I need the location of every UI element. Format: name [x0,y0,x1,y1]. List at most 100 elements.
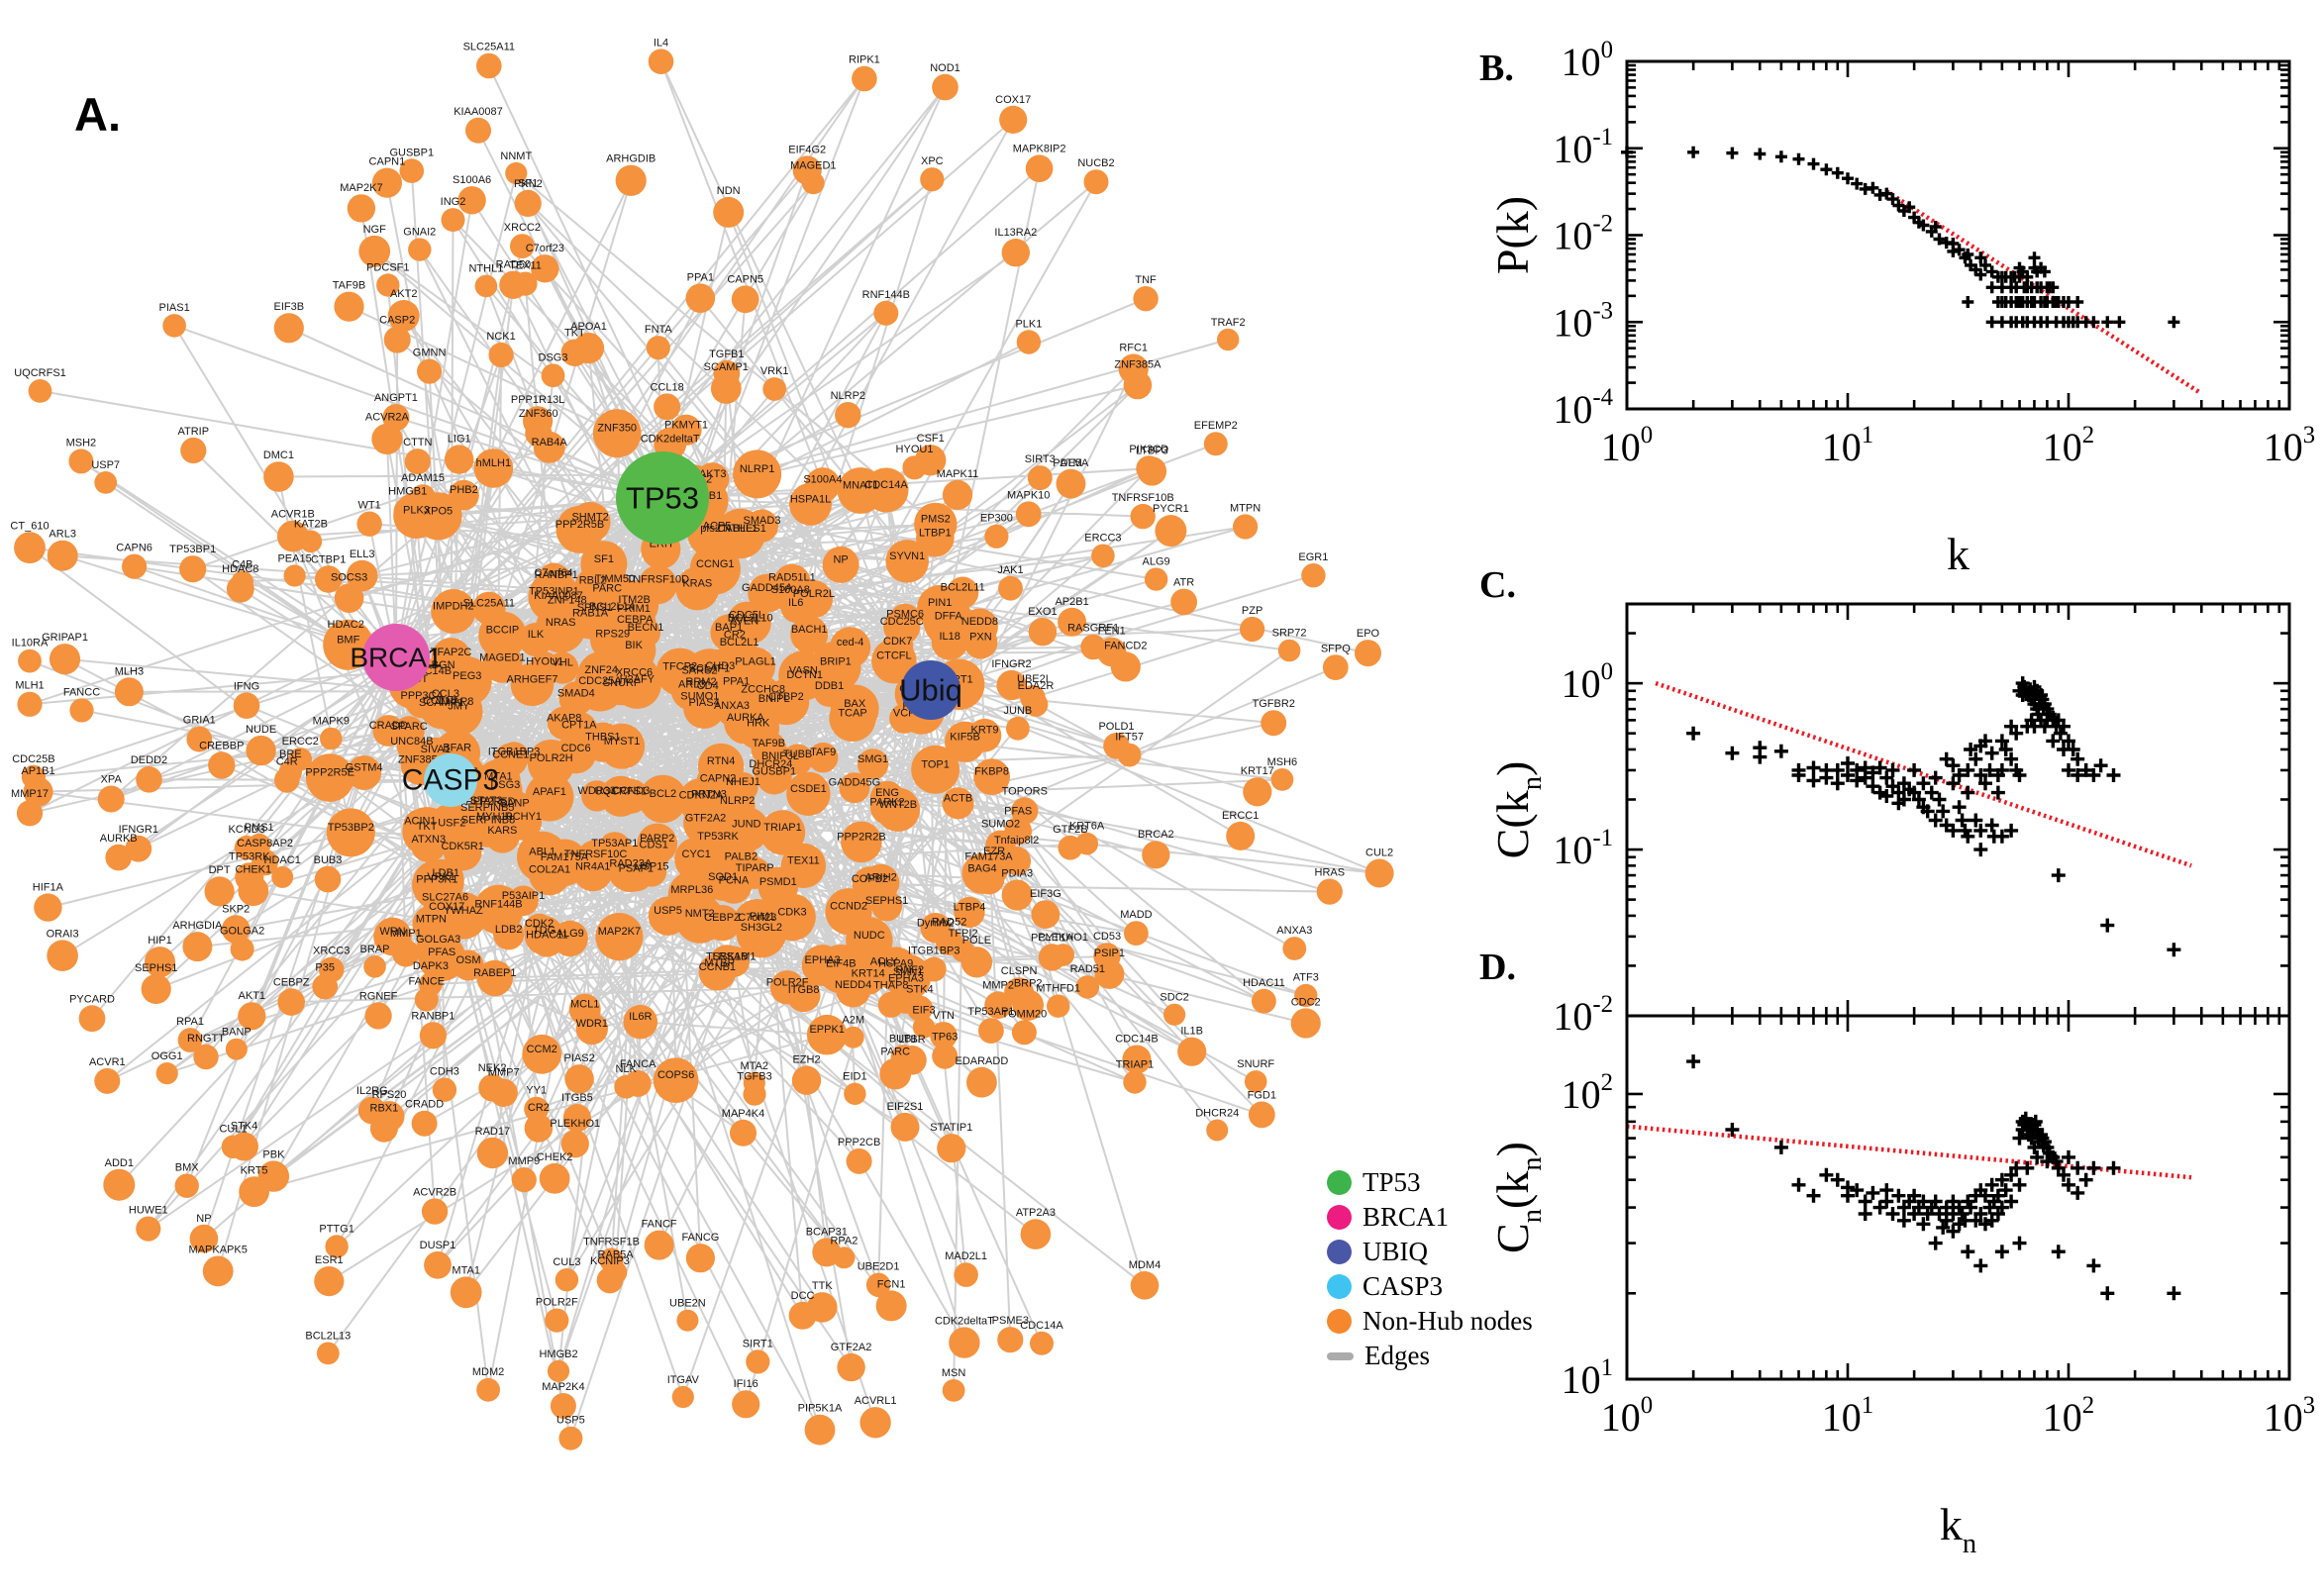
node-label: PHB2 [450,484,478,496]
node-label: EIF2S1 [887,1101,924,1113]
non-hub-node [1133,286,1159,312]
node-label: CYC1 [682,848,711,860]
node-label: BIK [625,640,643,651]
node-label: BACH1 [791,624,828,636]
node-label: ILK [528,629,545,641]
non-hub-node [78,1005,106,1033]
node-label: CCL3 [432,688,459,700]
node-label: TUBB [783,748,812,760]
node-label: MYH10 [476,811,513,823]
non-hub-node [1015,501,1042,528]
node-label: DSG3 [490,779,520,791]
node-label: TP53AP1 [591,838,638,849]
non-hub-node [1233,514,1259,540]
node-label: HDAC11 [1243,977,1285,989]
node-label: COPB2 [852,873,888,885]
non-hub-node [1093,943,1121,970]
non-hub-node [801,171,825,195]
non-hub-node [724,806,769,852]
non-hub-node [764,746,796,777]
non-hub-node [947,576,979,609]
non-hub-node [47,540,78,571]
node-label: BRE [279,748,302,760]
non-hub-node [1206,1119,1229,1142]
non-hub-node [954,1262,978,1287]
non-hub-node [47,940,78,971]
node-label: ACP5 [703,520,732,532]
node-label: KAT2B [294,519,328,531]
non-hub-node [937,1134,966,1163]
node-label: IL13RA2 [994,227,1037,239]
legend-label: Edges [1364,1341,1430,1370]
non-hub-node [363,955,386,978]
node-label: FANCA [620,1058,656,1070]
node-label: HRK [747,718,770,730]
non-hub-node [202,1255,234,1287]
non-hub-node [421,1198,449,1225]
non-hub-node [1001,879,1033,911]
node-label: THBS1 [585,732,620,744]
non-hub-node [510,662,555,707]
non-hub-node [419,1022,447,1049]
node-label: NNMT [500,150,532,162]
axis-label: k [1947,529,1970,579]
node-label: BAP1 [715,622,743,634]
node-label: TRIAP1 [763,822,802,834]
node-label: BCAP31 [806,1226,848,1238]
node-label: CDC25C [880,616,924,628]
node-label: CLSPN [1001,965,1038,977]
non-hub-node [762,377,787,401]
non-hub-node [1270,768,1294,791]
node-label: MMP2 [982,979,1014,991]
non-hub-node [431,589,476,634]
node-label: CT_610 [10,520,49,532]
non-hub-node [998,575,1023,601]
node-label: TIPARP [736,862,774,874]
node-label: NDN [717,185,741,197]
axis-label: C(kn) [1487,761,1548,859]
non-hub-node [288,748,313,771]
node-label: MNAT1 [843,480,878,492]
non-hub-node [1058,607,1087,637]
non-hub-node [525,420,553,448]
node-label: FAM173A [964,851,1013,863]
non-hub-node [674,837,719,881]
node-label: PEG3 [453,670,481,682]
node-label: CDH3 [430,1066,459,1078]
node-label: BCL2 [650,788,677,800]
node-label: FNTA [645,324,673,336]
non-hub-node [1028,618,1058,647]
non-hub-node [17,691,43,717]
node-label: ITGAV [667,1374,700,1386]
node-label: UBE2I [1017,673,1049,685]
node-label: MAP2K7 [598,926,641,938]
non-hub-node [574,660,626,712]
node-label: COPS6 [657,1069,694,1081]
node-label: NHEJ1 [726,776,760,788]
node-label: RBL2 [579,575,607,587]
node-label: APOA1 [570,321,607,333]
node-label: SOCS3 [331,571,367,583]
non-hub-node [1290,1008,1321,1039]
node-label: MTPN [416,914,447,926]
non-hub-node [698,513,736,549]
non-hub-node [326,808,375,857]
node-label: PPP2R2B [837,831,886,843]
node-label: NRAS [546,617,576,629]
node-label: PLEKHO1 [1038,932,1088,944]
non-hub-node [637,823,678,864]
node-label: TRIAP1 [1116,1058,1155,1070]
node-label: ADAM15 [401,472,445,484]
panel-c-chart: 100 10-1 10-2 C(kn) [1487,602,2291,1039]
non-hub-node [547,651,579,684]
hub-brca1-label: BRCA1 [350,643,442,673]
node-label: VHL [552,657,572,669]
node-label: PIN1 [928,597,952,609]
non-hub-node [691,782,727,818]
node-label: JMY [448,701,470,713]
node-label: EPPK1 [809,1024,844,1036]
node-label: ARHGDIA [172,920,223,932]
node-label: TAF9 [810,747,836,758]
non-hub-node [786,771,831,816]
